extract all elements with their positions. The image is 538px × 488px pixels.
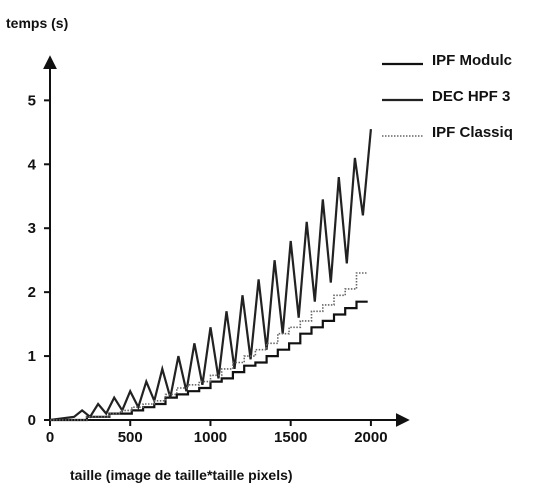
legend-label-3: IPF Classiq (432, 124, 513, 141)
y-tick-label: 3 (28, 220, 36, 237)
series-line-1 (50, 300, 368, 422)
x-tick-label: 1000 (194, 429, 227, 446)
legend-label-1: IPF Modulc (432, 52, 512, 69)
series-group (49, 128, 372, 422)
legend-label-2: DEC HPF 3 (432, 88, 510, 105)
x-axis-title: taille (image de taille*taille pixels) (70, 467, 293, 483)
axes (43, 55, 410, 427)
x-axis-title-group: taille (image de taille*taille pixels) (70, 467, 293, 483)
x-tick-label: 500 (118, 429, 143, 446)
y-tick-label: 4 (28, 156, 37, 173)
x-tick-label: 1500 (274, 429, 307, 446)
series-line-3 (50, 272, 368, 421)
x-tick-label: 2000 (354, 429, 387, 446)
y-tick-label: 1 (28, 348, 36, 365)
y-tick-label: 0 (28, 412, 36, 429)
y-tick-label: 5 (28, 92, 36, 109)
y-axis-title-group: temps (s) (6, 15, 68, 31)
series-line-2 (49, 128, 372, 422)
y-tick-label: 2 (28, 284, 36, 301)
x-tick-label: 0 (46, 429, 54, 446)
ticks: 0 500 1000 1500 2000 0 1 2 3 4 5 (28, 92, 388, 446)
y-axis-title: temps (s) (6, 15, 68, 31)
legend: IPF Modulc DEC HPF 3 IPF Classiq (382, 52, 513, 141)
